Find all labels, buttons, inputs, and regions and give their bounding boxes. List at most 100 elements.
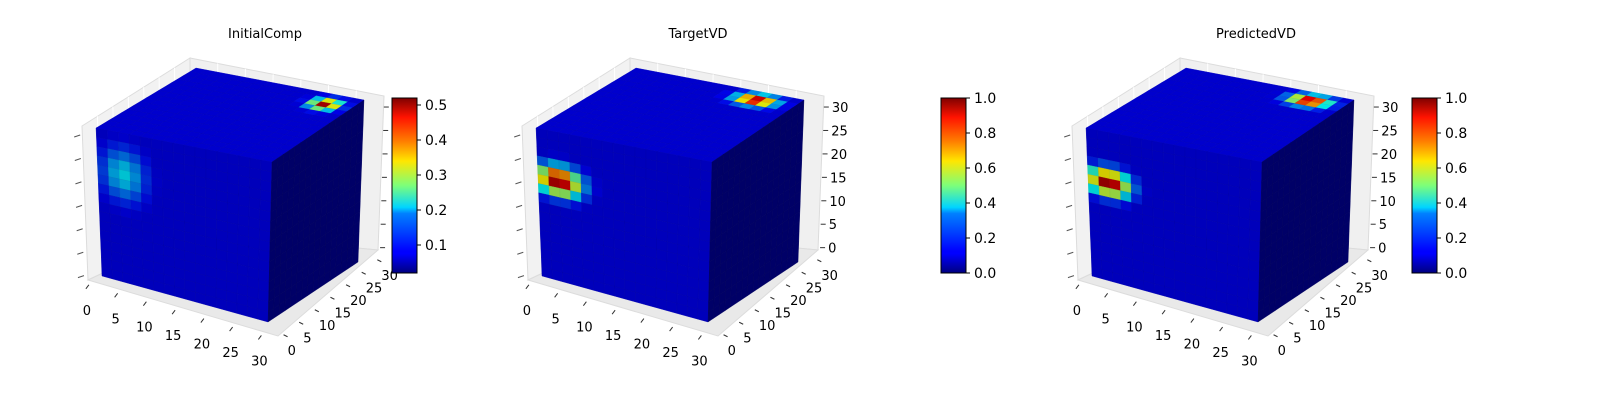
colorbar: 0.0 0.2 0.4 0.6 0.8 1.0 (940, 91, 996, 282)
x-tick-label: 20 (194, 338, 211, 353)
left-tick-mark (74, 157, 81, 161)
z-tick-label: 5 (829, 218, 837, 233)
left-tick-mark (517, 251, 524, 255)
axes-3d: 0510152025300510152025300510152025300.00… (514, 57, 996, 369)
y-tick-label: 20 (790, 294, 807, 309)
left-tick-mark (74, 134, 81, 138)
x-tick-label: 20 (634, 338, 651, 353)
x-tick-mark (257, 335, 262, 340)
colorbar-tick-label: 1.0 (1445, 91, 1467, 107)
y-tick-label: 10 (759, 319, 776, 334)
y-tick-mark (283, 334, 288, 338)
panel-predictedvd: PredictedVD 0510152025300510152025300510… (1064, 27, 1467, 369)
y-tick-label: 25 (366, 281, 383, 296)
y-tick-mark (723, 334, 728, 338)
voxel-cell (792, 251, 799, 267)
colorbar-tick-label: 0.0 (1445, 266, 1467, 282)
y-tick-label: 30 (1371, 269, 1388, 284)
y-tick-mark (1367, 259, 1372, 263)
y-tick-label: 30 (821, 269, 838, 284)
colorbar-tick-label: 0.4 (1445, 196, 1467, 212)
colorbar-tick-label: 0.8 (1445, 126, 1467, 142)
x-tick-label: 0 (83, 304, 91, 319)
left-tick-mark (77, 251, 84, 255)
left-tick-mark (75, 204, 83, 208)
x-tick-label: 25 (1212, 346, 1229, 361)
cube-front-face (535, 127, 713, 323)
colorbar-tick-label: 0.1 (425, 238, 447, 254)
y-tick-mark (817, 259, 822, 263)
y-tick-mark (330, 296, 335, 300)
cube-side-face (1257, 99, 1355, 323)
colorbar-tick-label: 0.2 (1445, 231, 1467, 247)
panel-targetvd: TargetVD 0510152025300510152025300510152… (514, 27, 996, 369)
z-tick-label: 0 (828, 242, 836, 257)
z-tick-label: 30 (832, 101, 849, 116)
colorbar-tick-label: 0.4 (425, 133, 447, 149)
y-tick-mark (754, 309, 760, 313)
y-tick-label: 15 (1324, 306, 1341, 321)
panel-title: PredictedVD (1216, 27, 1296, 42)
colorbar: 0.1 0.2 0.3 0.4 0.5 (391, 97, 447, 274)
left-tick-mark (1065, 204, 1073, 208)
colorbar-tick-label: 0.2 (974, 231, 996, 247)
y-tick-label: 25 (806, 281, 823, 296)
x-tick-mark (669, 326, 674, 332)
voxel-cell (352, 251, 359, 267)
x-tick-mark (200, 318, 205, 323)
y-tick-mark (1320, 296, 1325, 300)
colorbar-tick-label: 0.3 (425, 168, 447, 184)
x-tick-mark (1132, 301, 1137, 307)
y-tick-label: 5 (303, 331, 311, 346)
y-tick-label: 0 (728, 344, 736, 359)
z-tick-label: 20 (831, 148, 848, 163)
cube-front-face (1085, 127, 1263, 323)
left-tick-mark (75, 181, 82, 185)
y-tick-mark (1273, 334, 1278, 338)
left-tick-mark (76, 228, 83, 232)
x-tick-mark (1104, 292, 1109, 298)
y-tick-label: 0 (1278, 344, 1286, 359)
colorbar-gradient (391, 97, 418, 274)
y-tick-mark (801, 271, 806, 275)
x-tick-label: 30 (251, 354, 268, 369)
x-tick-mark (525, 284, 530, 290)
y-tick-label: 15 (334, 306, 351, 321)
y-tick-mark (1304, 309, 1310, 313)
panel-title: InitialComp (228, 27, 302, 42)
left-tick-mark (515, 204, 523, 208)
cube-top-face (535, 67, 805, 163)
y-tick-label: 0 (288, 344, 296, 359)
x-tick-mark (611, 309, 616, 315)
x-tick-label: 0 (523, 304, 531, 319)
y-tick-label: 15 (774, 306, 791, 321)
cube-top-face (95, 67, 365, 163)
left-tick-mark (1064, 157, 1071, 161)
colorbar-tick-label: 0.0 (974, 266, 996, 282)
x-tick-mark (114, 292, 119, 298)
y-tick-label: 20 (1340, 294, 1357, 309)
y-tick-mark (1335, 284, 1341, 288)
x-tick-mark (1075, 284, 1080, 290)
x-tick-label: 5 (111, 312, 119, 327)
z-tick-label: 5 (1379, 218, 1387, 233)
left-tick-mark (514, 134, 521, 138)
y-tick-mark (361, 271, 366, 275)
cube-front-face (95, 127, 273, 323)
y-tick-mark (1288, 321, 1294, 325)
x-tick-label: 10 (576, 321, 593, 336)
cube-side-face (707, 99, 805, 323)
x-tick-label: 10 (136, 321, 153, 336)
colorbar-tick-label: 1.0 (974, 91, 996, 107)
x-tick-label: 5 (551, 312, 559, 327)
z-tick-label: 20 (1381, 148, 1398, 163)
z-tick-label: 15 (1380, 171, 1397, 186)
z-tick-label: 25 (1381, 124, 1398, 139)
x-tick-label: 30 (691, 354, 708, 369)
x-tick-mark (1219, 326, 1224, 332)
left-tick-mark (515, 181, 522, 185)
x-tick-label: 15 (605, 329, 622, 344)
x-tick-label: 30 (1241, 354, 1258, 369)
